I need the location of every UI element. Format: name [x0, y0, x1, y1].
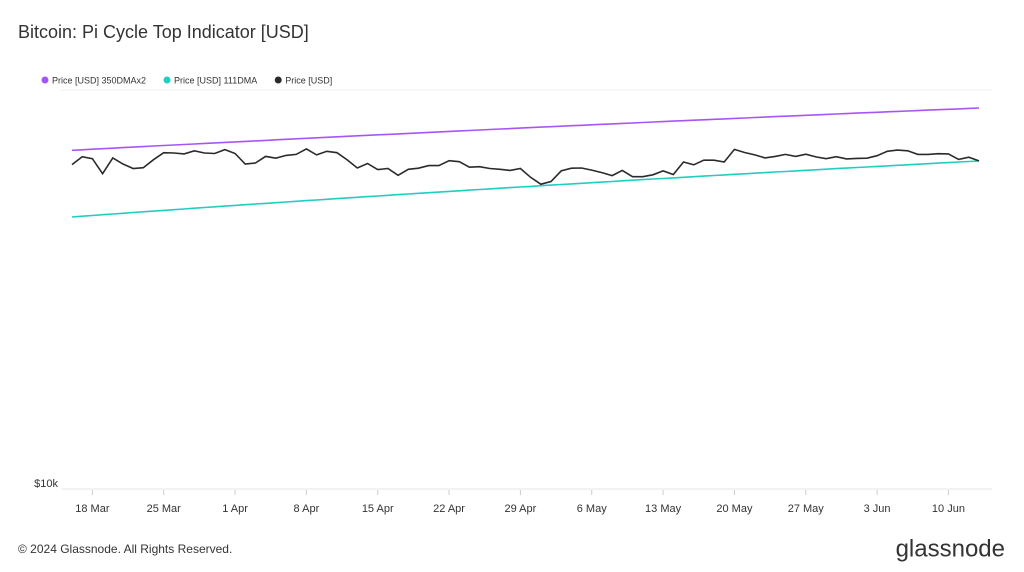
legend-label: Price [USD] 111DMA: [174, 75, 257, 85]
y-tick-label: $10k: [34, 478, 58, 490]
x-tick-label: 25 Mar: [147, 503, 182, 515]
x-tick-label: 29 Apr: [504, 503, 536, 515]
x-tick-label: 18 Mar: [75, 503, 110, 515]
legend-swatch: [163, 76, 171, 84]
x-tick-label: 10 Jun: [932, 503, 965, 515]
series-line: [71, 160, 980, 218]
chart-title: Bitcoin: Pi Cycle Top Indicator [USD]: [18, 22, 309, 42]
legend-swatch: [41, 76, 49, 84]
x-tick-label: 22 Apr: [433, 503, 465, 515]
x-tick-label: 3 Jun: [864, 503, 891, 515]
x-tick-label: 6 May: [577, 503, 607, 515]
brand: glassnode: [896, 535, 1005, 562]
x-tick-label: 8 Apr: [294, 503, 320, 515]
series-line: [71, 147, 980, 186]
x-tick-label: 15 Apr: [362, 503, 394, 515]
legend-label: Price [USD] 350DMAx2: [52, 75, 146, 85]
series-line: [71, 107, 980, 152]
x-tick-label: 20 May: [716, 503, 753, 515]
legend: Price [USD] 350DMAx2 Price [USD] 111DMA Pr…: [41, 75, 332, 85]
legend-swatch: [274, 76, 282, 84]
x-tick-label: 13 May: [645, 503, 682, 515]
copyright: © 2024 Glassnode. All Rights Reserved.: [18, 542, 232, 556]
legend-label: Price [USD]: [285, 75, 332, 85]
x-tick-label: 1 Apr: [222, 503, 248, 515]
x-tick-label: 27 May: [788, 503, 825, 515]
